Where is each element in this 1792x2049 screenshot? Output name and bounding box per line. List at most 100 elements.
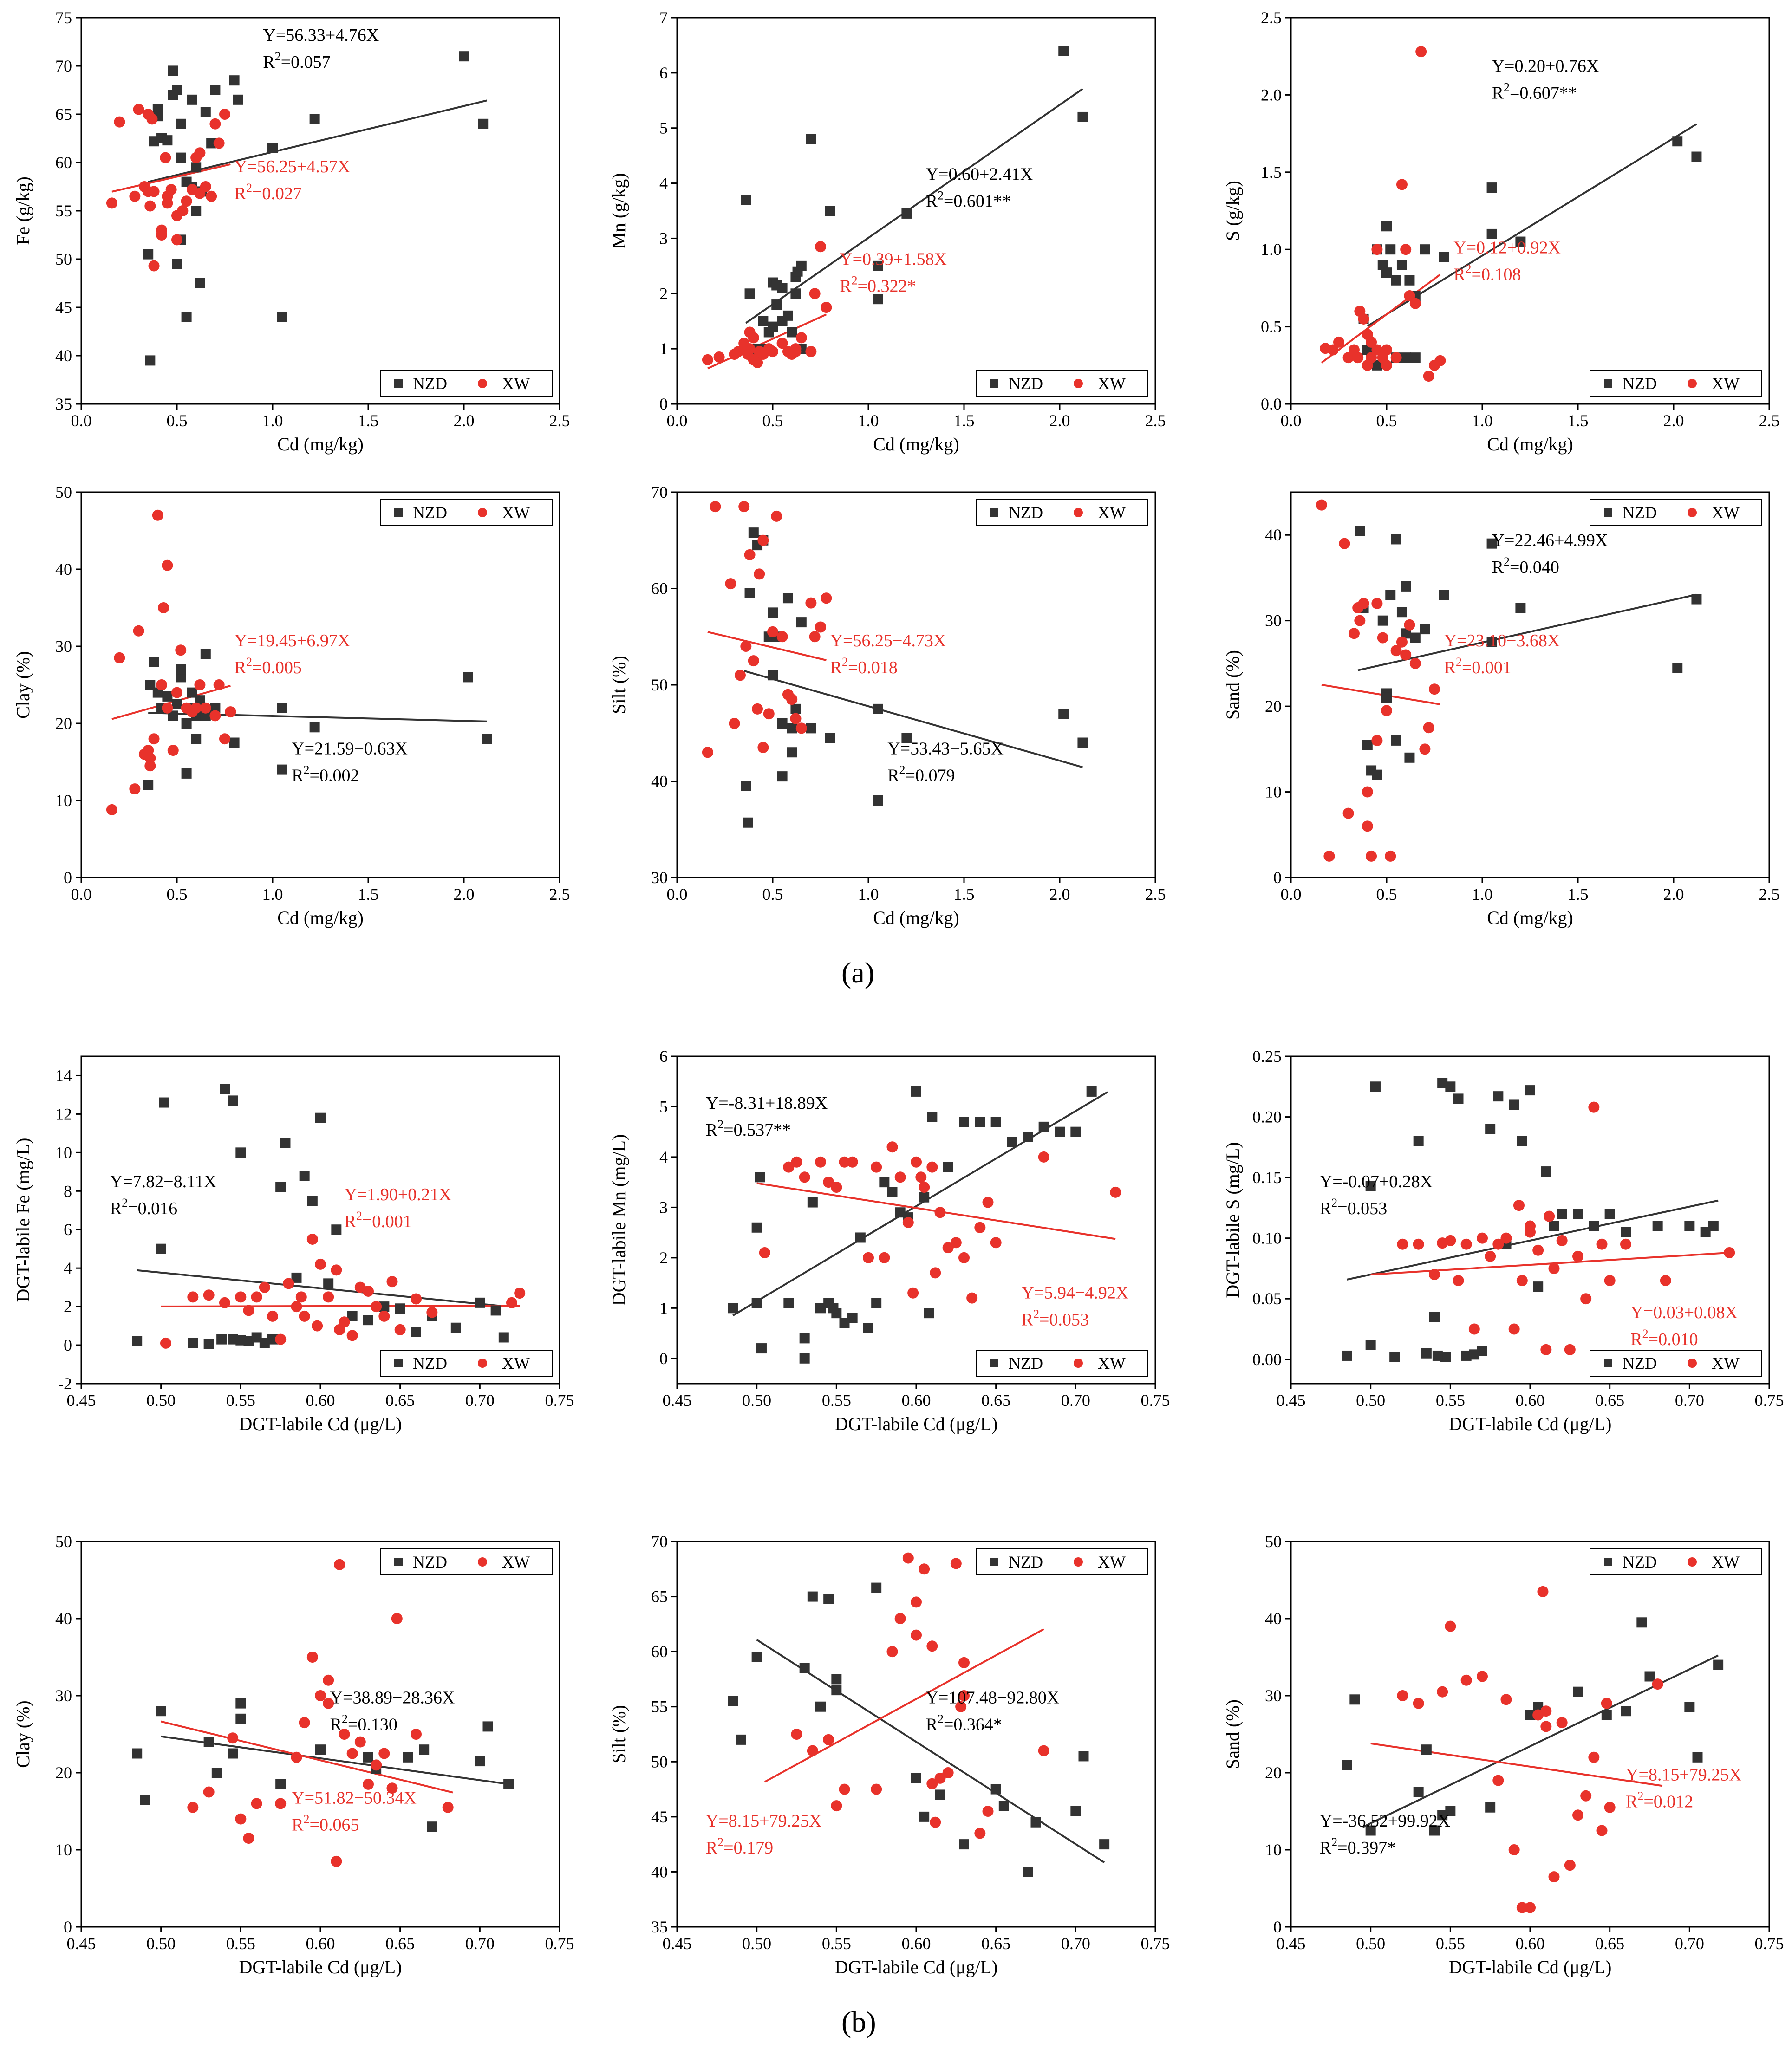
y-tick-label: 0.0 [1261,395,1282,413]
equation-nzd: Y=-0.07+0.28X R2=0.053 [1320,1172,1433,1218]
point-nzd [1604,1209,1615,1219]
point-xw [942,1767,954,1778]
chart-b5: 0.45 0.50 0.55 0.60 0.65 0.70 0.75 35 40 45 50 55 60… [608,1532,1170,1977]
point-nzd [911,1086,921,1097]
point-xw [315,1258,326,1270]
y-tick-label: 50 [55,483,72,501]
point-nzd [1007,1137,1017,1147]
point-xw [200,702,211,714]
point-nzd [744,288,755,299]
point-nzd [347,1311,358,1321]
legend: NZD XW [380,370,553,397]
r2-text: R2=0.053 [1320,1196,1387,1218]
point-xw [799,1171,810,1183]
point-nzd [1381,692,1392,703]
point-nzd [1377,260,1388,270]
point-xw [748,655,759,667]
x-tick-label: 0.45 [663,1391,692,1410]
chart-a4: 0.0 0.5 1.0 1.5 2.0 2.5 0 10 20 30 40 50 Cd (mg/kg) C… [13,483,570,928]
point-nzd [1445,1806,1456,1816]
point-xw [990,1237,1002,1249]
point-nzd [799,1333,810,1344]
point-xw [323,1674,334,1686]
y-tick-label: 50 [55,250,72,268]
equation-xw: Y=56.25−4.73X R2=0.018 [830,631,946,677]
point-xw [1415,46,1427,58]
point-xw [930,1816,941,1828]
equation-xw: Y=0.03+0.08X R2=0.010 [1630,1303,1738,1349]
legend-label-nzd: NZD [1623,1553,1657,1571]
point-nzd [796,617,807,628]
equation-text: Y=0.12+0.92X [1453,238,1561,258]
point-xw [323,1291,334,1303]
point-nzd [959,1117,969,1127]
point-nzd [1621,1706,1631,1717]
point-nzd [1621,1227,1631,1237]
point-xw [1485,1250,1496,1262]
fit-line-xw [161,1720,453,1794]
x-axis-label: Cd (mg/kg) [277,907,364,928]
point-nzd [176,672,186,683]
y-tick-label: 70 [55,57,72,75]
point-nzd [181,768,192,779]
legend-marker-nzd [990,1558,998,1566]
point-nzd [736,1734,746,1745]
point-nzd [873,703,883,714]
point-xw [966,1292,978,1304]
point-xw [1468,1323,1480,1335]
point-xw [1371,735,1383,746]
point-nzd [277,703,287,713]
r2-text: R2=0.322* [840,273,916,296]
point-nzd [315,1112,326,1123]
point-xw [1362,820,1373,832]
point-xw [133,625,144,637]
point-nzd [503,1779,514,1789]
point-xw [363,1778,374,1790]
point-xw [831,1800,842,1812]
point-xw [752,703,763,715]
point-nzd [1362,740,1373,750]
point-nzd [277,312,287,322]
point-xw [1572,1809,1583,1821]
point-xw [1492,1238,1504,1250]
legend-label-nzd: NZD [413,374,447,393]
point-nzd [482,734,492,744]
y-tick-label: 20 [55,1763,72,1782]
fit-line-nzd [1357,593,1697,671]
point-nzd [395,1303,405,1314]
point-xw [334,1559,345,1570]
point-xw [1434,355,1446,366]
plot-frame [1290,17,1770,405]
x-tick-label: 0.60 [306,1934,335,1953]
y-tick-label: 0 [1273,868,1282,887]
point-xw [1316,499,1327,511]
y-tick-label: 0 [1273,1918,1282,1936]
point-xw [702,747,713,758]
point-nzd [200,710,211,721]
point-xw [259,1281,270,1293]
point-xw [1404,290,1415,302]
point-nzd [482,1721,493,1732]
chart-b3: 0.45 0.50 0.55 0.60 0.65 0.70 0.75 0.00 0.05 0.10… [1222,1047,1784,1434]
point-nzd [1391,735,1401,746]
point-xw [950,1237,962,1249]
point-nzd [1370,1081,1381,1092]
legend-label-nzd: NZD [1009,374,1043,393]
point-nzd [1439,252,1449,262]
point-nzd [1377,615,1388,626]
point-nzd [1385,590,1396,600]
point-nzd [751,1652,762,1662]
point-nzd [159,1097,169,1108]
r2-text: R2=0.053 [1022,1307,1089,1330]
r2-text: R2=0.397* [1320,1835,1396,1858]
legend-label-xw: XW [1098,1354,1126,1373]
equation-text: Y=53.43−5.65X [887,739,1004,758]
x-tick-label: 0.75 [545,1934,574,1953]
point-nzd [1355,526,1365,536]
fit-line-nzd [743,670,1083,768]
point-xw [1423,371,1434,382]
point-nzd [887,1187,898,1197]
y-tick-label: 4 [659,174,668,193]
x-tick-label: 0.75 [1755,1391,1784,1410]
point-nzd [1342,1350,1352,1361]
